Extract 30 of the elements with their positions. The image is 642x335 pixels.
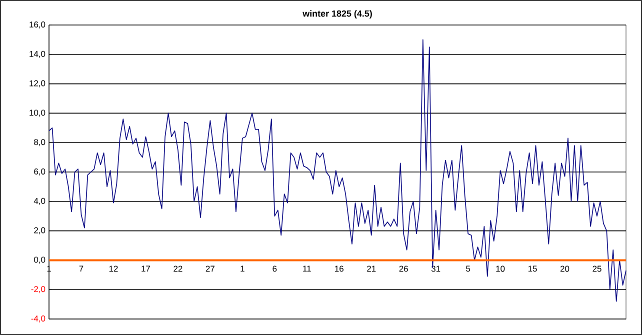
y-tick-label: 16,0 bbox=[30, 22, 46, 28]
x-tick-label: 21 bbox=[367, 266, 376, 272]
chart-title: winter 1825 (4.5) bbox=[302, 10, 372, 18]
x-tick-label: 7 bbox=[79, 266, 84, 272]
x-tick-label: 22 bbox=[174, 266, 182, 272]
y-tick-label: 12,0 bbox=[30, 80, 46, 88]
x-tick-label: 6 bbox=[272, 266, 277, 272]
x-tick-label: 25 bbox=[592, 266, 602, 272]
y-tick-label: 2,0 bbox=[34, 227, 46, 234]
x-tick-label: 17 bbox=[142, 266, 150, 272]
x-tick-label: 20 bbox=[560, 266, 570, 272]
y-tick-label: 10,0 bbox=[30, 110, 46, 117]
x-tick-label: 1 bbox=[240, 266, 244, 272]
x-tick-label: 26 bbox=[399, 266, 408, 272]
x-tick-label: 11 bbox=[303, 266, 311, 272]
x-tick-label: 31 bbox=[431, 266, 440, 272]
x-tick-label: 15 bbox=[528, 266, 537, 272]
y-tick-label: 6,0 bbox=[34, 168, 46, 176]
y-tick-label: -4,0 bbox=[31, 316, 46, 322]
x-tick-label: 5 bbox=[466, 266, 470, 272]
y-tick-label: 8,0 bbox=[34, 139, 46, 146]
x-tick-label: 16 bbox=[335, 266, 344, 272]
x-tick-label: 10 bbox=[496, 266, 505, 272]
y-tick-label: 14,0 bbox=[30, 50, 46, 58]
x-tick-label: 12 bbox=[109, 266, 118, 272]
y-tick-label: 4,0 bbox=[34, 198, 46, 205]
y-tick-label: 0,0 bbox=[34, 256, 46, 264]
y-tick-label: -2,0 bbox=[31, 286, 46, 294]
x-tick-label: 27 bbox=[206, 266, 214, 272]
line-series bbox=[48, 39, 626, 302]
